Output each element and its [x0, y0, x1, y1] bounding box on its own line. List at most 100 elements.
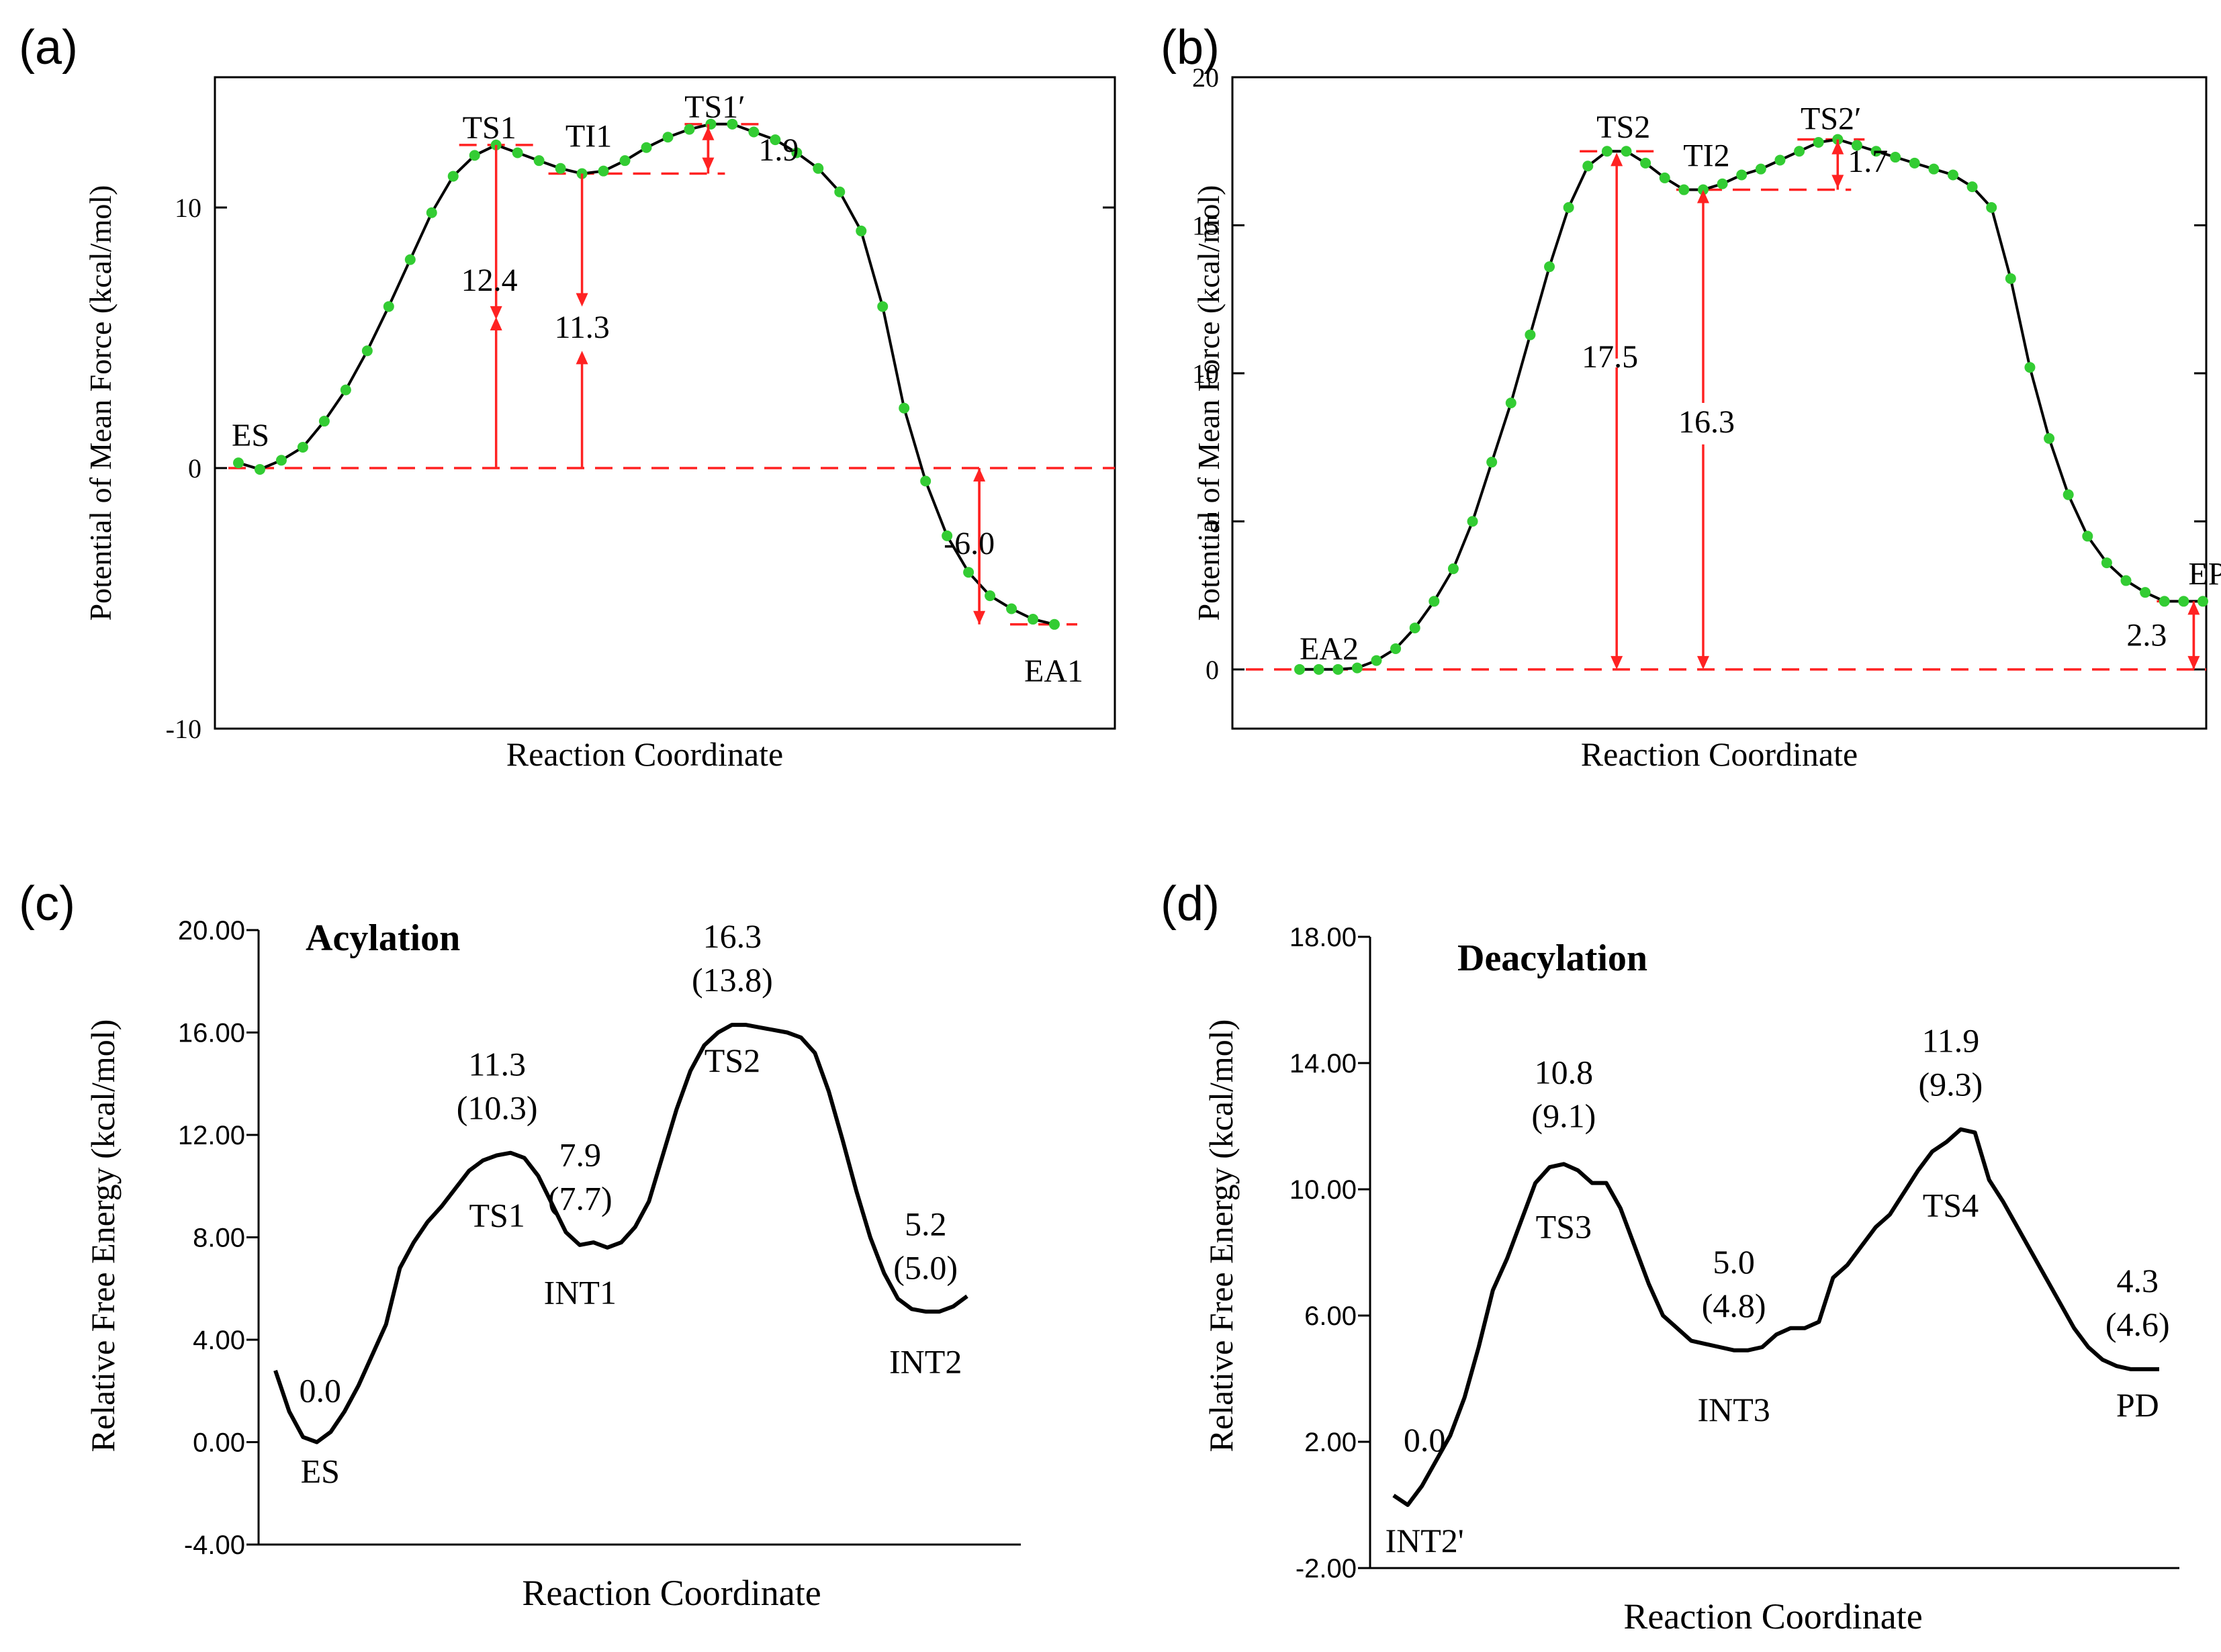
c-tick-label: 8.00 [193, 1224, 245, 1253]
gap-value-minus-6-0: -6.0 [944, 526, 995, 561]
data-marker-a [447, 171, 459, 182]
value-int2-prime: 0.0 [1404, 1421, 1446, 1459]
data-marker-a [641, 142, 652, 153]
data-marker-b [1505, 398, 1516, 408]
value-es: 0.0 [300, 1372, 342, 1410]
y-ticks-a: -10 0 10 [166, 193, 1115, 744]
data-marker-a [942, 530, 953, 541]
panel-c: (c) -4.00 0.00 4.00 8.00 12.00 16.00 20.00 Acy… [19, 877, 1021, 1613]
data-marker-b [1736, 169, 1748, 181]
data-marker-a [533, 155, 545, 167]
data-marker-b [2063, 489, 2074, 500]
data-marker-a [1049, 618, 1060, 630]
arrow-12-4-down-head [490, 306, 502, 320]
data-marker-b [1390, 643, 1402, 654]
panel-label-c: (c) [19, 877, 75, 931]
a-tick-label: 0 [188, 453, 201, 484]
data-marker-a [361, 345, 373, 357]
value-int2: 5.2 [905, 1205, 947, 1242]
state-labels-c: 0.0 ES 11.3 (10.3) TS1 7.9 (7.7) INT1 16… [300, 917, 962, 1489]
chart-title-acylation: Acylation [306, 917, 460, 959]
arrow-11-3-down-head [576, 293, 588, 307]
d-tick-label: -2.00 [1296, 1554, 1357, 1584]
data-marker-b [2005, 273, 2016, 284]
paren-value-ts4: (9.3) [1919, 1066, 1983, 1103]
panel-a: (a) -10 0 10 ES TS1 TI1 TS1′ EA1 12.4 11.3… [19, 21, 1116, 773]
data-marker-a [426, 207, 437, 218]
data-marker-a [748, 126, 760, 138]
state-label-ea1: EA1 [1024, 653, 1083, 689]
arrow-12-4-up-head [490, 316, 502, 330]
value-ts2: 16.3 [703, 917, 762, 955]
data-markers-a [233, 118, 1060, 630]
data-marker-b [1409, 623, 1420, 634]
paren-value-int1: (7.7) [548, 1179, 613, 1217]
data-marker-a [318, 416, 330, 427]
state-label-int1: INT1 [544, 1273, 617, 1311]
x-axis-label-b: Reaction Coordinate [1581, 735, 1858, 773]
data-marker-a [275, 455, 287, 466]
c-tick-label: 16.00 [178, 1019, 245, 1048]
b-tick-label: 0 [1206, 655, 1219, 685]
data-marker-b [1351, 662, 1363, 674]
panel-d: (d) -2.00 2.00 6.00 10.00 14.00 18.00 Deacyla… [1161, 877, 2179, 1637]
d-tick-label: 6.00 [1304, 1301, 1357, 1331]
arrow-17-5-down-head [1611, 655, 1623, 670]
data-marker-a [1006, 603, 1017, 614]
c-tick-label: 20.00 [178, 916, 245, 946]
value-pd: 4.3 [2117, 1262, 2159, 1299]
y-axis-label-a: Potential of Mean Force (kcal/mol) [83, 185, 118, 621]
state-label-ts2-prime: TS2′ [1801, 101, 1862, 137]
data-marker-a [727, 118, 738, 130]
data-marker-b [2178, 596, 2189, 607]
data-marker-a [404, 254, 416, 265]
data-marker-b [1447, 563, 1459, 574]
b-tick-label: 5 [1206, 506, 1219, 537]
data-marker-b [1966, 181, 1978, 193]
c-tick-label: 4.00 [193, 1326, 245, 1355]
state-label-int3: INT3 [1698, 1391, 1770, 1428]
gap-value-1-7: 1.7 [1848, 144, 1888, 179]
state-label-ts1-c: TS1 [469, 1197, 525, 1234]
data-marker-b [1313, 663, 1324, 675]
state-label-ts2-c: TS2 [705, 1042, 760, 1079]
data-markers-b [1294, 134, 2208, 675]
gap-value-11-3: 11.3 [554, 310, 609, 345]
data-marker-a [1028, 614, 1039, 625]
arrow-1-9-down-head [702, 157, 715, 171]
arrow-1-7-up-head [1831, 140, 1844, 154]
data-marker-b [2044, 432, 2055, 444]
data-marker-a [233, 457, 244, 469]
y-axis-label-b: Potential of Mean Force (kcal/mol) [1191, 185, 1226, 621]
value-ts4: 11.9 [1922, 1022, 1980, 1060]
y-axis-label-d: Relative Free Energy (kcal/mol) [1202, 1019, 1240, 1453]
pmf-curve-b [1300, 138, 2203, 671]
data-marker-a [963, 567, 974, 578]
x-axis-label-d: Reaction Coordinate [1623, 1596, 1922, 1637]
y-ticks-c: -4.00 0.00 4.00 8.00 12.00 16.00 20.00 [178, 916, 259, 1560]
d-tick-label: 14.00 [1289, 1049, 1357, 1079]
arrow-11-3-up-head [576, 351, 588, 365]
state-label-ts3: TS3 [1536, 1207, 1592, 1245]
data-marker-a [297, 441, 308, 453]
data-marker-b [2140, 587, 2151, 598]
state-label-es: ES [232, 418, 269, 453]
free-energy-curve-deacylation [1392, 1127, 2159, 1507]
d-tick-label: 2.00 [1304, 1428, 1357, 1457]
data-marker-b [1621, 146, 1632, 157]
data-marker-b [1909, 157, 1920, 169]
y-ticks-d: -2.00 2.00 6.00 10.00 14.00 18.00 [1289, 923, 1370, 1584]
data-marker-a [254, 463, 265, 475]
y-axis-label-c: Relative Free Energy (kcal/mol) [84, 1019, 122, 1453]
data-marker-a [469, 150, 480, 161]
data-marker-a [684, 124, 695, 135]
data-marker-b [1563, 202, 1574, 213]
data-marker-b [1544, 261, 1555, 273]
data-marker-b [1659, 172, 1670, 183]
b-tick-label: 15 [1192, 210, 1219, 240]
plot-frame-b [1231, 76, 2208, 730]
data-marker-a [512, 147, 523, 158]
state-labels-d: 0.0 INT2' 10.8 (9.1) TS3 5.0 (4.8) INT3 … [1385, 1022, 2169, 1559]
data-marker-b [1486, 457, 1498, 468]
